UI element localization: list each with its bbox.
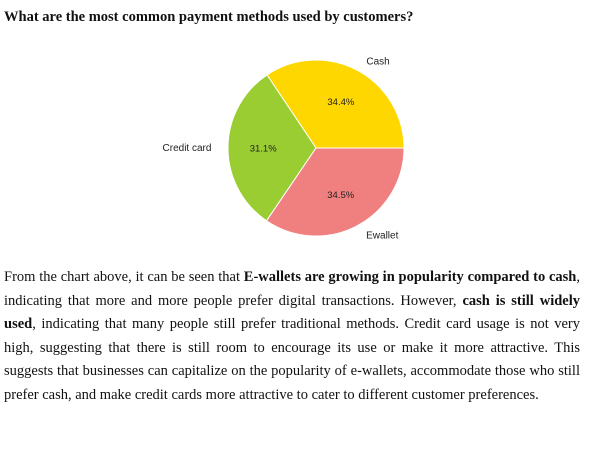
analysis-paragraph: From the chart above, it can be seen tha… [4,266,580,407]
pie-category-label-cash: Cash [366,57,389,68]
pie-pct-label-cash: 34.4% [327,97,354,108]
pie-slice-cash [266,59,405,149]
analysis-emphasis-2: cash is still widely used [4,292,580,333]
analysis-emphasis-1: E-wallets are growing in popularity comp… [243,269,577,285]
pie-slice-credit-card [227,74,317,222]
question-heading: What are the most common payment methods… [4,9,414,25]
analysis-text-2: , indicating that more and more people p… [4,269,580,309]
pie-slice-ewallet [265,147,405,237]
pie-pct-label-credit-card: 31.1% [250,143,277,154]
pie-category-label-ewallet: Ewallet [366,231,398,242]
analysis-text-3: , indicating that many people still pref… [4,316,580,403]
analysis-text-1: From the chart above, it can be seen tha… [4,269,244,285]
payment-methods-pie-chart: 34.4% Cash 31.1% Credit card 34.5% Ewallet [163,57,405,242]
pie-pct-label-ewallet: 34.5% [327,190,354,201]
pie-category-label-credit-card: Credit card [163,143,212,154]
